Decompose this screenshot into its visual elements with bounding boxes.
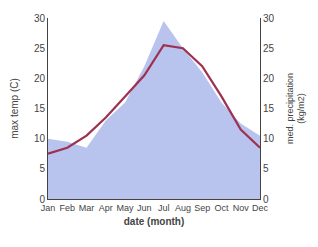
svg-text:10: 10 [263, 133, 275, 144]
svg-text:Mar: Mar [79, 203, 95, 213]
svg-text:med. precipitation(kg/m2): med. precipitation(kg/m2) [285, 73, 307, 144]
svg-text:25: 25 [263, 43, 275, 54]
svg-text:Oct: Oct [214, 203, 229, 213]
svg-text:Feb: Feb [60, 203, 76, 213]
svg-text:0: 0 [263, 194, 269, 205]
svg-text:15: 15 [263, 103, 275, 114]
svg-text:Jun: Jun [137, 203, 152, 213]
svg-text:Nov: Nov [233, 203, 250, 213]
svg-text:5: 5 [263, 163, 269, 174]
svg-text:20: 20 [34, 73, 46, 84]
svg-text:date (month): date (month) [124, 216, 185, 227]
svg-text:Sep: Sep [194, 203, 210, 213]
svg-text:Apr: Apr [99, 203, 113, 213]
svg-text:5: 5 [39, 163, 45, 174]
svg-text:30: 30 [34, 13, 46, 24]
svg-text:max temp (C): max temp (C) [9, 78, 20, 139]
svg-text:10: 10 [34, 133, 46, 144]
svg-text:25: 25 [34, 43, 46, 54]
svg-text:Jan: Jan [41, 203, 56, 213]
svg-text:30: 30 [263, 13, 275, 24]
svg-text:20: 20 [263, 73, 275, 84]
svg-text:0: 0 [39, 194, 45, 205]
svg-text:May: May [117, 203, 135, 213]
svg-text:Jul: Jul [158, 203, 170, 213]
svg-text:15: 15 [34, 103, 46, 114]
svg-text:Dec: Dec [252, 203, 269, 213]
svg-text:Aug: Aug [175, 203, 191, 213]
